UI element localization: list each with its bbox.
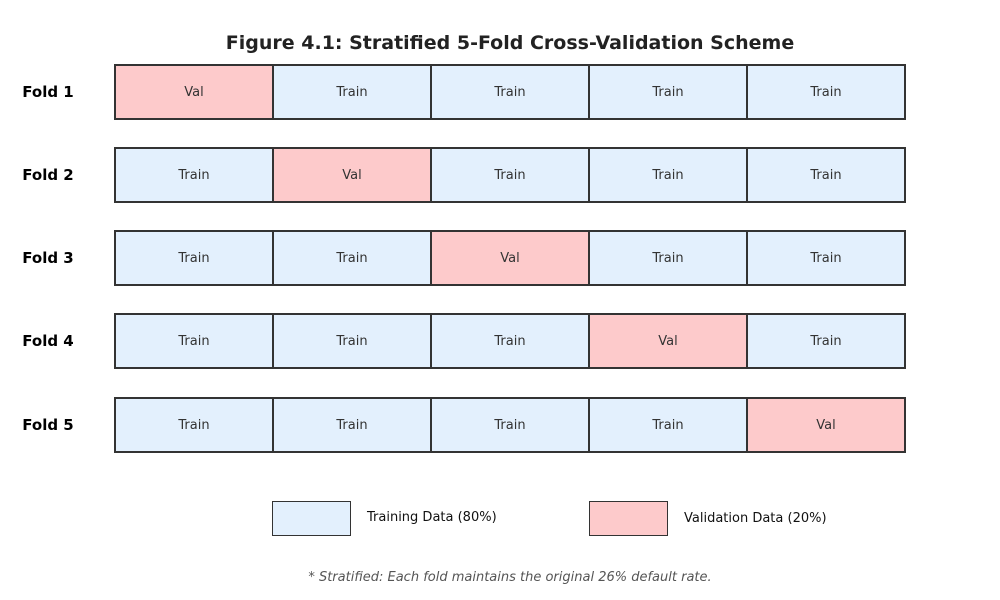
fold-cell: Train — [430, 313, 590, 369]
fold-label: Fold 2 — [22, 166, 74, 184]
fold-row: Fold 5 Train Train Train Train Val — [0, 397, 1000, 453]
fold-cell: Train — [272, 313, 432, 369]
fold-cell: Train — [746, 230, 906, 286]
fold-row: Fold 1 Val Train Train Train Train — [0, 64, 1000, 120]
footnote: * Stratified: Each fold maintains the or… — [308, 570, 712, 585]
fold-cell: Val — [746, 397, 906, 453]
fold-cell: Val — [430, 230, 590, 286]
fold-cell: Train — [272, 230, 432, 286]
fold-cell: Train — [114, 397, 274, 453]
legend-val-swatch — [589, 501, 668, 536]
legend-train-label: Training Data (80%) — [367, 510, 497, 525]
fold-cell: Train — [272, 397, 432, 453]
fold-row: Fold 4 Train Train Train Val Train — [0, 313, 1000, 369]
fold-cell: Val — [114, 64, 274, 120]
fold-cell: Train — [114, 313, 274, 369]
fold-row: Fold 2 Train Val Train Train Train — [0, 147, 1000, 203]
fold-cell: Train — [746, 147, 906, 203]
legend-train-swatch — [272, 501, 351, 536]
fold-row: Fold 3 Train Train Val Train Train — [0, 230, 1000, 286]
fold-cell: Train — [746, 313, 906, 369]
fold-cell: Train — [588, 64, 748, 120]
fold-label: Fold 3 — [22, 249, 74, 267]
fold-cell: Train — [588, 230, 748, 286]
legend-val-label: Validation Data (20%) — [684, 511, 827, 526]
fold-cell: Train — [430, 397, 590, 453]
fold-cell: Train — [588, 397, 748, 453]
fold-cell: Train — [746, 64, 906, 120]
fold-label: Fold 5 — [22, 416, 74, 434]
fold-label: Fold 1 — [22, 83, 74, 101]
fold-cell: Train — [114, 147, 274, 203]
fold-label: Fold 4 — [22, 332, 74, 350]
fold-cell: Val — [588, 313, 748, 369]
fold-cell: Train — [430, 147, 590, 203]
fold-cell: Train — [272, 64, 432, 120]
fold-cell: Train — [430, 64, 590, 120]
figure-title: Figure 4.1: Stratified 5-Fold Cross-Vali… — [225, 32, 795, 54]
fold-cell: Train — [588, 147, 748, 203]
fold-cell: Train — [114, 230, 274, 286]
fold-cell: Val — [272, 147, 432, 203]
